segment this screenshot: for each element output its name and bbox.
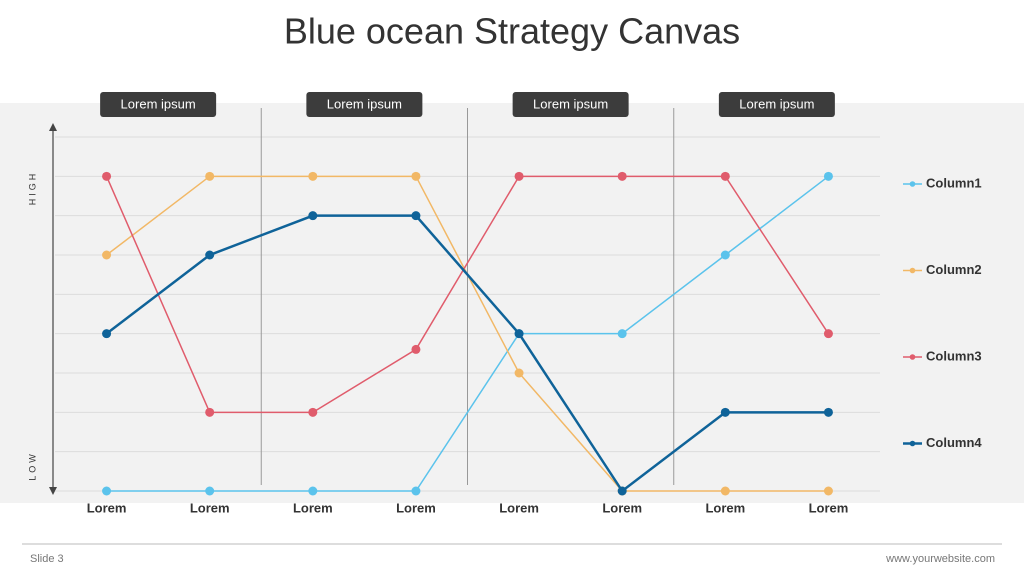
data-point	[102, 250, 112, 260]
data-point	[411, 344, 421, 354]
data-point	[720, 250, 730, 260]
legend-dot	[909, 267, 916, 274]
x-tick-label: Lorem	[396, 500, 436, 515]
data-point	[617, 486, 627, 496]
data-point	[308, 486, 318, 496]
section-header: Lorem ipsum	[739, 96, 814, 111]
section-header-box	[718, 92, 835, 117]
data-point	[102, 486, 112, 496]
data-point	[823, 486, 833, 496]
data-point	[411, 211, 421, 221]
data-point	[411, 486, 421, 496]
legend-label: Column2	[926, 262, 982, 277]
x-tick-label: Lorem	[705, 500, 745, 515]
section-header-box	[306, 92, 423, 117]
x-tick-label: Lorem	[293, 500, 333, 515]
data-point	[308, 407, 318, 417]
series-line	[106, 175, 829, 492]
chart-background	[0, 103, 1024, 503]
section-header-box	[100, 92, 217, 117]
section-header: Lorem ipsum	[533, 96, 608, 111]
data-point	[514, 171, 524, 181]
x-tick-label: Lorem	[190, 500, 230, 515]
data-point	[514, 368, 524, 378]
data-point	[617, 171, 627, 181]
data-point	[617, 329, 627, 339]
data-point	[720, 407, 730, 417]
data-point	[205, 250, 215, 260]
legend-dot	[909, 181, 916, 187]
data-point	[720, 486, 730, 496]
legend-label: Column4	[926, 435, 982, 450]
data-point	[205, 486, 215, 496]
legend-dot	[909, 440, 916, 447]
data-point	[411, 171, 421, 181]
data-point	[514, 329, 524, 339]
data-point	[720, 171, 730, 181]
y-low-label: LOW	[27, 451, 37, 481]
website: www.yourwebsite.com	[885, 553, 995, 565]
data-point	[205, 407, 215, 417]
data-point	[205, 171, 215, 181]
x-tick-label: Lorem	[87, 500, 127, 515]
x-tick-label: Lorem	[499, 500, 539, 515]
data-point	[308, 211, 318, 221]
legend-label: Column3	[926, 348, 982, 363]
section-header: Lorem ipsum	[327, 96, 402, 111]
data-point	[102, 171, 112, 181]
legend-label: Column1	[926, 175, 982, 190]
x-tick-label: Lorem	[809, 500, 849, 515]
legend-dot	[909, 354, 916, 360]
x-tick-label: Lorem	[602, 500, 642, 515]
data-point	[102, 329, 112, 339]
y-high-label: HIGH	[27, 171, 37, 206]
series-line	[105, 214, 829, 493]
slide-number: Slide 3	[30, 553, 64, 565]
section-header: Lorem ipsum	[121, 96, 196, 111]
data-point	[823, 407, 833, 417]
data-point	[823, 171, 833, 181]
slide-title: Blue ocean Strategy Canvas	[284, 11, 740, 52]
series-line	[105, 175, 830, 414]
section-header-box	[512, 92, 629, 117]
data-point	[308, 171, 318, 181]
data-point	[823, 329, 833, 339]
